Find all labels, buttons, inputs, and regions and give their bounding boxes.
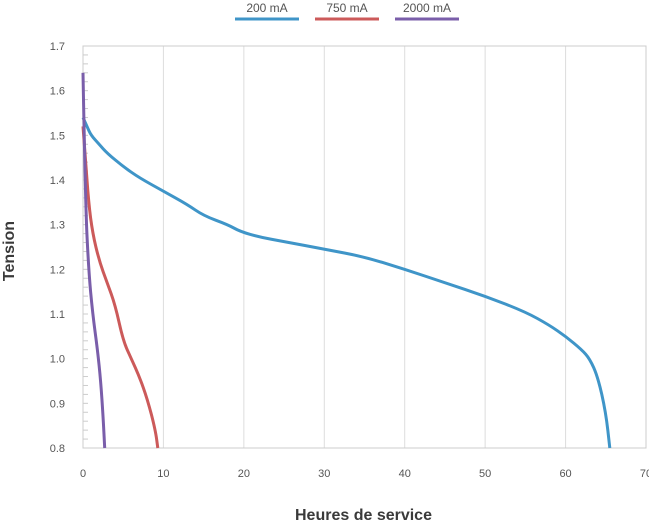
series-lines — [81, 72, 612, 449]
x-tick-label: 60 — [559, 468, 571, 480]
y-tick-label: 1.4 — [50, 175, 65, 187]
x-tick-label: 30 — [318, 468, 330, 480]
y-tick-label: 1.7 — [50, 41, 65, 53]
series-line-0 — [81, 116, 612, 449]
y-tick-label: 1.1 — [50, 309, 65, 321]
series-line-1 — [81, 126, 160, 449]
series-line-2 — [81, 72, 107, 449]
legend-label: 750 mA — [326, 1, 367, 15]
x-tick-label: 10 — [157, 468, 169, 480]
x-tick-labels: 0 10 20 30 40 50 60 70 — [80, 468, 649, 480]
y-tick-label: 1.3 — [50, 220, 65, 232]
x-tick-label: 70 — [640, 468, 649, 480]
y-tick-label: 1.5 — [50, 130, 65, 142]
y-tick-label: 1.2 — [50, 264, 65, 276]
x-tick-label: 20 — [238, 468, 250, 480]
gridlines — [162, 46, 567, 448]
x-tick-label: 40 — [399, 468, 411, 480]
y-axis-title: Tension — [1, 221, 18, 281]
legend-label: 2000 mA — [403, 1, 451, 15]
y-tick-labels: 0.8 0.9 1.0 1.1 1.2 1.3 1.4 1.5 1.6 1.7 — [50, 41, 65, 455]
legend-label: 200 mA — [246, 1, 287, 15]
legend: 200 mA 750 mA 2000 mA — [235, 1, 459, 21]
y-tick-label: 1.6 — [50, 86, 65, 98]
y-tick-label: 0.8 — [50, 443, 65, 455]
plot-frame — [82, 45, 647, 449]
x-axis-title: Heures de service — [295, 507, 432, 521]
x-tick-label: 50 — [479, 468, 491, 480]
y-tick-label: 1.0 — [50, 354, 65, 366]
x-tick-label: 0 — [80, 468, 86, 480]
y-tick-label: 0.9 — [50, 398, 65, 410]
